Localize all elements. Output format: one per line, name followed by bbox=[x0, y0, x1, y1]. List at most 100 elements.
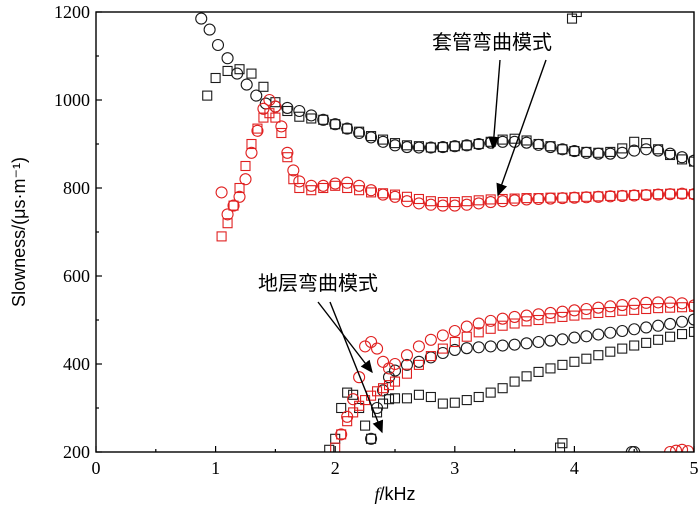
casing-annotation-arrow bbox=[488, 59, 501, 150]
formation-annotation-arrow bbox=[317, 301, 373, 374]
circle-point bbox=[496, 339, 509, 352]
square-point bbox=[676, 188, 688, 199]
axis-ticks: 0 1 2 3 4 5 200 400 600 800 1000 1200 bbox=[54, 2, 699, 478]
circle-point bbox=[675, 315, 689, 328]
square-point bbox=[449, 336, 460, 348]
square-point bbox=[473, 391, 484, 403]
square-point bbox=[383, 394, 395, 405]
square-point bbox=[330, 442, 341, 452]
circle-point bbox=[317, 113, 330, 126]
circle-point bbox=[388, 139, 402, 152]
circle-point bbox=[520, 337, 533, 350]
square-point bbox=[461, 331, 472, 342]
circle-point bbox=[532, 138, 545, 151]
circle-point bbox=[460, 198, 473, 211]
square-point bbox=[216, 231, 227, 242]
circle-point bbox=[472, 317, 485, 330]
circle-point bbox=[365, 184, 378, 197]
square-point bbox=[569, 145, 580, 157]
square-point bbox=[461, 140, 472, 151]
square-point bbox=[377, 383, 389, 394]
y-axis-title: Slowness/(μs·m⁻¹) bbox=[9, 157, 29, 307]
x-tick-label: 0 bbox=[92, 458, 101, 478]
circle-point bbox=[400, 141, 414, 154]
circle-point bbox=[687, 313, 694, 326]
circle-point bbox=[371, 342, 384, 355]
square-point bbox=[437, 398, 448, 409]
y-tick-label: 1200 bbox=[54, 2, 90, 22]
square-point bbox=[449, 397, 460, 408]
square-point bbox=[401, 140, 413, 151]
square-point bbox=[688, 326, 694, 337]
circle-point bbox=[568, 191, 581, 204]
square-point bbox=[342, 182, 353, 194]
circle-point bbox=[508, 194, 521, 207]
circle-point bbox=[250, 89, 263, 102]
circle-point bbox=[436, 329, 449, 342]
circle-point bbox=[195, 12, 208, 25]
square-point bbox=[372, 386, 383, 397]
square-point bbox=[324, 444, 335, 452]
circle-point bbox=[484, 314, 497, 327]
square-point bbox=[571, 12, 582, 18]
square-point bbox=[581, 191, 592, 202]
square-point bbox=[425, 142, 436, 153]
square-point bbox=[336, 402, 347, 414]
x-axis-title: f/kHz bbox=[374, 484, 415, 504]
circle-point bbox=[460, 320, 473, 333]
square-point bbox=[688, 189, 694, 200]
circle-point bbox=[221, 52, 234, 65]
circle-point bbox=[400, 358, 414, 371]
circle-point bbox=[412, 340, 425, 353]
x-tick-label: 1 bbox=[211, 458, 220, 478]
square-point bbox=[605, 146, 616, 157]
square-point bbox=[485, 323, 496, 334]
square-point bbox=[342, 416, 353, 427]
square-point bbox=[342, 123, 353, 134]
circle-point bbox=[508, 338, 521, 351]
square-point bbox=[240, 160, 251, 172]
circle-point bbox=[329, 118, 342, 131]
square-point bbox=[246, 68, 257, 79]
square-point bbox=[509, 376, 520, 387]
circle-point bbox=[556, 305, 569, 318]
square-point bbox=[425, 196, 436, 207]
square-point bbox=[641, 138, 652, 149]
circle-point bbox=[592, 147, 605, 160]
circle-point bbox=[652, 319, 665, 332]
circle-point bbox=[592, 328, 605, 341]
square-point bbox=[449, 141, 460, 152]
square-point bbox=[665, 331, 676, 342]
square-point bbox=[294, 111, 305, 122]
circle-point bbox=[424, 351, 437, 364]
square-point bbox=[437, 142, 448, 153]
circle-point bbox=[388, 190, 402, 203]
square-point bbox=[605, 190, 616, 201]
square-point bbox=[437, 197, 448, 208]
square-point bbox=[270, 112, 281, 123]
square-point bbox=[222, 218, 233, 229]
circle-point bbox=[592, 301, 605, 314]
circle-point bbox=[628, 144, 641, 157]
square-point bbox=[688, 156, 694, 167]
circle-point bbox=[628, 297, 641, 310]
casing-annotation-arrow bbox=[496, 59, 547, 197]
circle-point bbox=[508, 310, 521, 323]
x-tick-label: 4 bbox=[570, 458, 579, 478]
circle-point bbox=[353, 371, 366, 384]
circle-point bbox=[293, 175, 306, 188]
circle-point bbox=[592, 190, 605, 203]
circle-point bbox=[568, 144, 581, 158]
square-point bbox=[688, 301, 694, 312]
circle-point bbox=[365, 335, 378, 349]
circle-point bbox=[233, 190, 246, 203]
square-point bbox=[533, 314, 544, 326]
circle-point bbox=[675, 297, 689, 310]
circle-point bbox=[604, 300, 617, 313]
square-point bbox=[354, 400, 365, 411]
circle-point bbox=[424, 141, 437, 154]
circle-point bbox=[484, 340, 497, 353]
circle-point bbox=[652, 188, 665, 201]
circle-point bbox=[604, 326, 617, 339]
